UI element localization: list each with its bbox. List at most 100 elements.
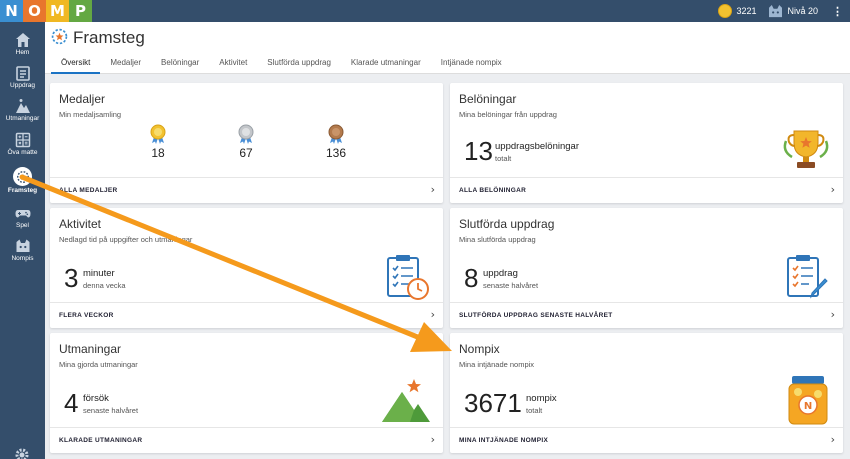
clipboard-clock-icon bbox=[387, 255, 429, 300]
coin-jar-icon: N bbox=[788, 376, 828, 425]
chevron-right-icon[interactable]: › bbox=[830, 183, 835, 196]
sidebar-item-uppdrag[interactable]: Uppdrag bbox=[0, 65, 45, 97]
progress-title-icon bbox=[51, 28, 68, 45]
sidebar-item-ova-matte[interactable]: Öva matte bbox=[0, 132, 45, 164]
coin-count: 3221 bbox=[736, 6, 757, 16]
card-title: Medaljer bbox=[59, 92, 106, 106]
card-title: Slutförda uppdrag bbox=[459, 217, 555, 231]
assignment-icon bbox=[15, 66, 30, 81]
card-subtitle: Mina gjorda utmaningar bbox=[59, 360, 138, 369]
challenges-sub: senaste halvåret bbox=[83, 406, 139, 415]
sidebar-item-label: Uppdrag bbox=[10, 82, 35, 89]
more-menu-icon[interactable]: ⋮ bbox=[832, 5, 843, 18]
card-footer[interactable]: ALLA BELÖNINGAR › bbox=[450, 177, 843, 203]
completed-sub: senaste halvåret bbox=[483, 281, 539, 290]
challenges-label: försök bbox=[83, 393, 109, 404]
tab-slutforda-uppdrag[interactable]: Slutförda uppdrag bbox=[267, 58, 331, 67]
tab-oversikt[interactable]: Översikt bbox=[51, 54, 101, 74]
nompix-value: 3671 bbox=[464, 388, 522, 418]
tab-intjanade-nompix[interactable]: Intjänade nompix bbox=[440, 58, 502, 67]
card-subtitle: Min medaljsamling bbox=[59, 110, 122, 119]
tab-bar: Översikt Medaljer Belöningar Aktivitet S… bbox=[51, 54, 512, 74]
sidebar-item-framsteg[interactable]: Framsteg bbox=[0, 167, 45, 199]
coin-icon bbox=[718, 4, 733, 18]
sidebar-item-label: Nompis bbox=[11, 255, 34, 262]
card-footer[interactable]: ALLA MEDALJER › bbox=[50, 177, 443, 203]
silver-medal: 67 bbox=[226, 124, 266, 160]
activity-value: 3 bbox=[64, 263, 79, 293]
chevron-right-icon[interactable]: › bbox=[430, 183, 435, 196]
level-label[interactable]: Nivå 20 bbox=[787, 6, 818, 16]
gamepad-icon bbox=[15, 210, 30, 218]
chevron-right-icon[interactable]: › bbox=[430, 433, 435, 446]
gold-medal-icon bbox=[150, 124, 166, 144]
tab-beloningar[interactable]: Belöningar bbox=[161, 58, 200, 67]
all-medals-link[interactable]: ALLA MEDALJER bbox=[59, 187, 118, 194]
logo-letter-p: P bbox=[69, 0, 92, 22]
bronze-medal: 136 bbox=[316, 124, 356, 160]
sidebar-item-nompis[interactable]: Nompis bbox=[0, 238, 45, 270]
card-title: Nompix bbox=[459, 342, 500, 356]
jar-letter: N bbox=[804, 401, 812, 412]
logo-letter-m: M bbox=[46, 0, 69, 22]
calculator-icon bbox=[15, 132, 30, 148]
sidebar-item-utmaningar[interactable]: Utmaningar bbox=[0, 98, 45, 130]
bronze-medal-icon bbox=[328, 124, 344, 144]
card-footer[interactable]: SLUTFÖRDA UPPDRAG SENASTE HALVÅRET › bbox=[450, 302, 843, 328]
sidebar-item-label: Öva matte bbox=[7, 149, 38, 156]
nompix-card: Nompix Mina intjänade nompix 3671 nompix… bbox=[450, 333, 843, 453]
page-header: Framsteg Översikt Medaljer Belöningar Ak… bbox=[45, 22, 850, 74]
rewards-label: uppdragsbelöningar bbox=[495, 141, 579, 152]
gold-medal: 18 bbox=[138, 124, 178, 160]
card-subtitle: Nedlagd tid på uppgifter och utmaningar bbox=[59, 235, 193, 244]
sidebar-item-label: Hem bbox=[15, 49, 30, 56]
completed-challenges-link[interactable]: KLARADE UTMANINGAR bbox=[59, 437, 143, 444]
home-icon bbox=[15, 33, 30, 47]
clipboard-pencil-icon bbox=[787, 255, 828, 299]
nompix-sub: totalt bbox=[526, 406, 543, 415]
completed-half-year-link[interactable]: SLUTFÖRDA UPPDRAG SENASTE HALVÅRET bbox=[459, 312, 613, 319]
card-footer[interactable]: MINA INTJÄNADE NOMPIX › bbox=[450, 427, 843, 453]
card-title: Aktivitet bbox=[59, 217, 102, 231]
card-footer[interactable]: KLARADE UTMANINGAR › bbox=[50, 427, 443, 453]
progress-icon bbox=[13, 167, 32, 186]
sidebar-item-label: Utmaningar bbox=[5, 115, 40, 122]
tab-aktivitet[interactable]: Aktivitet bbox=[219, 58, 248, 67]
sidebar-item-spel[interactable]: Spel bbox=[0, 205, 45, 237]
card-title: Utmaningar bbox=[59, 342, 122, 356]
more-weeks-link[interactable]: FLERA VECKOR bbox=[59, 312, 114, 319]
card-subtitle: Mina intjänade nompix bbox=[459, 360, 535, 369]
tab-medaljer[interactable]: Medaljer bbox=[110, 58, 142, 67]
chevron-right-icon[interactable]: › bbox=[830, 308, 835, 321]
card-footer[interactable]: FLERA VECKOR › bbox=[50, 302, 443, 328]
sidebar-item-label: Framsteg bbox=[7, 187, 38, 194]
card-title: Belöningar bbox=[459, 92, 517, 106]
completed-label: uppdrag bbox=[483, 268, 518, 279]
challenges-card: Utmaningar Mina gjorda utmaningar 4 förs… bbox=[50, 333, 443, 453]
rewards-sub: totalt bbox=[495, 154, 512, 163]
card-subtitle: Mina belöningar från uppdrag bbox=[459, 110, 557, 119]
mountain-flag-icon bbox=[382, 379, 430, 422]
silver-medal-icon bbox=[238, 124, 254, 144]
challenges-value: 4 bbox=[64, 388, 79, 418]
chevron-right-icon[interactable]: › bbox=[430, 308, 435, 321]
silver-medal-count: 67 bbox=[239, 146, 253, 160]
mountain-icon bbox=[15, 99, 30, 113]
nompix-label: nompix bbox=[526, 393, 557, 404]
cat-level-icon bbox=[769, 4, 783, 17]
chevron-right-icon[interactable]: › bbox=[830, 433, 835, 446]
sidebar-item-hem[interactable]: Hem bbox=[0, 32, 45, 64]
completed-value: 8 bbox=[464, 263, 479, 293]
nomp-logo[interactable]: N O M P bbox=[0, 0, 92, 22]
cat-icon bbox=[16, 239, 29, 252]
tab-klarade-utmaningar[interactable]: Klarade utmaningar bbox=[350, 58, 421, 67]
bronze-medal-count: 136 bbox=[325, 146, 347, 160]
medals-card: Medaljer Min medaljsamling 18 67 136 ALL… bbox=[50, 83, 443, 203]
trophy-icon bbox=[783, 130, 829, 168]
sidebar: Hem Uppdrag Utmaningar Öva matte Framste… bbox=[0, 22, 45, 459]
all-rewards-link[interactable]: ALLA BELÖNINGAR bbox=[459, 187, 527, 194]
earned-nompix-link[interactable]: MINA INTJÄNADE NOMPIX bbox=[459, 437, 549, 444]
settings-gear-icon[interactable] bbox=[14, 447, 30, 459]
page-title: Framsteg bbox=[73, 28, 145, 47]
logo-letter-o: O bbox=[23, 0, 46, 22]
